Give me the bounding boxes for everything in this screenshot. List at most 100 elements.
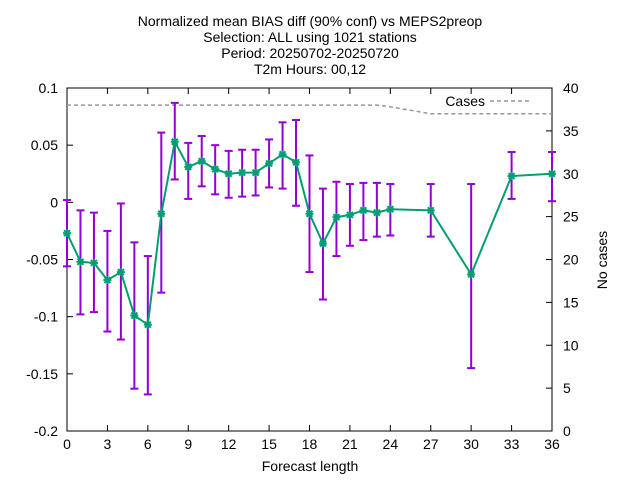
bias-point-d2 xyxy=(467,270,475,279)
bias-point-d2 xyxy=(171,138,179,146)
y-tick-label: 0.05 xyxy=(31,137,58,153)
title-line-4: T2m Hours: 00,12 xyxy=(254,61,366,77)
bias-point xyxy=(332,213,341,222)
legend-label-cases: Cases xyxy=(445,93,485,109)
x-tick-label: 24 xyxy=(383,436,399,452)
cases-line xyxy=(67,104,552,115)
bias-point xyxy=(116,268,125,277)
bias-point xyxy=(372,208,381,217)
bias-point xyxy=(426,206,435,215)
bias-point-d2 xyxy=(548,170,556,178)
x-tick-label: 27 xyxy=(423,436,439,452)
bias-point-d2 xyxy=(224,170,233,178)
bias-point xyxy=(224,169,233,178)
bias-point-d2 xyxy=(386,205,395,213)
x-tick-label: 15 xyxy=(261,436,277,452)
y2-tick-label: 0 xyxy=(563,423,571,439)
x-tick-label: 30 xyxy=(463,436,479,452)
bias-series xyxy=(63,137,556,329)
bias-point-d2 xyxy=(157,210,166,218)
y-tick-label: 0 xyxy=(50,194,58,210)
bias-point-d2 xyxy=(198,157,206,165)
x-tick-label: 21 xyxy=(342,436,358,452)
bias-point-d2 xyxy=(332,213,341,221)
x-tick-label: 0 xyxy=(63,436,71,452)
bias-point-d2 xyxy=(238,168,246,177)
title-line-2: Selection: ALL using 1021 stations xyxy=(203,29,417,45)
y2-tick-label: 5 xyxy=(563,380,571,396)
bias-point xyxy=(130,311,139,320)
bias-point-d2 xyxy=(373,208,381,217)
y-axis-ticks: -0.2 -0.15 -0.1 -0.05 0 0.05 0.1 xyxy=(26,80,73,439)
y-tick-label: 0.1 xyxy=(39,80,59,96)
y2-tick-label: 35 xyxy=(563,123,579,139)
bias-point xyxy=(278,150,287,159)
bias-point xyxy=(345,210,354,219)
y-tick-label: -0.15 xyxy=(26,366,58,382)
x-tick-label: 6 xyxy=(144,436,152,452)
bias-point xyxy=(143,320,152,329)
title-line-1: Normalized mean BIAS diff (90% conf) vs … xyxy=(138,13,483,29)
title-line-3: Period: 20250702-20250720 xyxy=(221,45,399,61)
bias-point xyxy=(103,276,112,285)
bias-point-d2 xyxy=(251,168,260,177)
bias-point-d2 xyxy=(117,268,125,276)
bias-point xyxy=(76,257,85,266)
bias-point-d2 xyxy=(305,210,314,218)
bias-point xyxy=(63,229,71,238)
y-tick-label: -0.05 xyxy=(26,252,58,268)
x-tick-label: 9 xyxy=(184,436,192,452)
bias-point xyxy=(318,239,327,248)
bias-point-d2 xyxy=(90,259,98,267)
y2-axis-ticks: 0 5 10 15 20 25 30 35 40 xyxy=(546,80,579,439)
chart-title: Normalized mean BIAS diff (90% conf) vs … xyxy=(138,13,483,77)
bias-point xyxy=(507,172,516,181)
x-tick-label: 33 xyxy=(504,436,520,452)
bias-point-d2 xyxy=(292,158,300,167)
bias-point-d2 xyxy=(76,258,85,266)
bias-point xyxy=(292,158,301,167)
y2-tick-label: 15 xyxy=(563,294,579,310)
bias-point xyxy=(386,205,395,214)
bias-point-d2 xyxy=(427,206,435,215)
y2-tick-label: 10 xyxy=(563,337,579,353)
bias-point-d2 xyxy=(63,229,71,237)
y2-tick-label: 30 xyxy=(563,166,579,182)
y-tick-label: -0.1 xyxy=(34,309,58,325)
x-axis-ticks: 0 3 6 9 12 15 18 21 24 27 30 33 36 xyxy=(63,88,560,452)
bias-point xyxy=(238,168,247,177)
bias-point-d2 xyxy=(144,320,152,329)
bias-point xyxy=(305,209,314,218)
bias-point xyxy=(170,137,179,146)
bias-point-d2 xyxy=(265,159,273,168)
bias-point-d2 xyxy=(359,206,368,215)
bias-point-d2 xyxy=(130,311,139,320)
bias-point xyxy=(359,206,368,215)
bias-point-d2 xyxy=(319,239,327,248)
y2-axis-label: No cases xyxy=(594,231,610,289)
y2-tick-label: 25 xyxy=(563,209,579,225)
legend: Cases xyxy=(445,93,530,109)
y2-tick-label: 40 xyxy=(563,80,579,96)
bias-point xyxy=(467,270,476,279)
bias-point xyxy=(211,165,220,174)
bias-point-d2 xyxy=(346,211,354,219)
bias-point xyxy=(157,209,166,218)
x-tick-label: 3 xyxy=(104,436,112,452)
x-tick-label: 18 xyxy=(302,436,318,452)
cases-series xyxy=(67,104,552,115)
x-axis-label: Forecast length xyxy=(262,458,359,474)
bias-point xyxy=(548,169,556,178)
x-tick-label: 12 xyxy=(221,436,237,452)
x-tick-label: 36 xyxy=(544,436,560,452)
bias-point-d2 xyxy=(184,163,192,171)
bias-point xyxy=(265,159,274,168)
bias-point xyxy=(197,157,206,166)
bias-point-d2 xyxy=(211,165,219,173)
bias-point xyxy=(89,258,98,267)
bias-point-d2 xyxy=(507,172,516,180)
bias-point xyxy=(251,168,260,177)
bias-point-d2 xyxy=(278,150,287,159)
bias-point-d2 xyxy=(103,276,112,284)
